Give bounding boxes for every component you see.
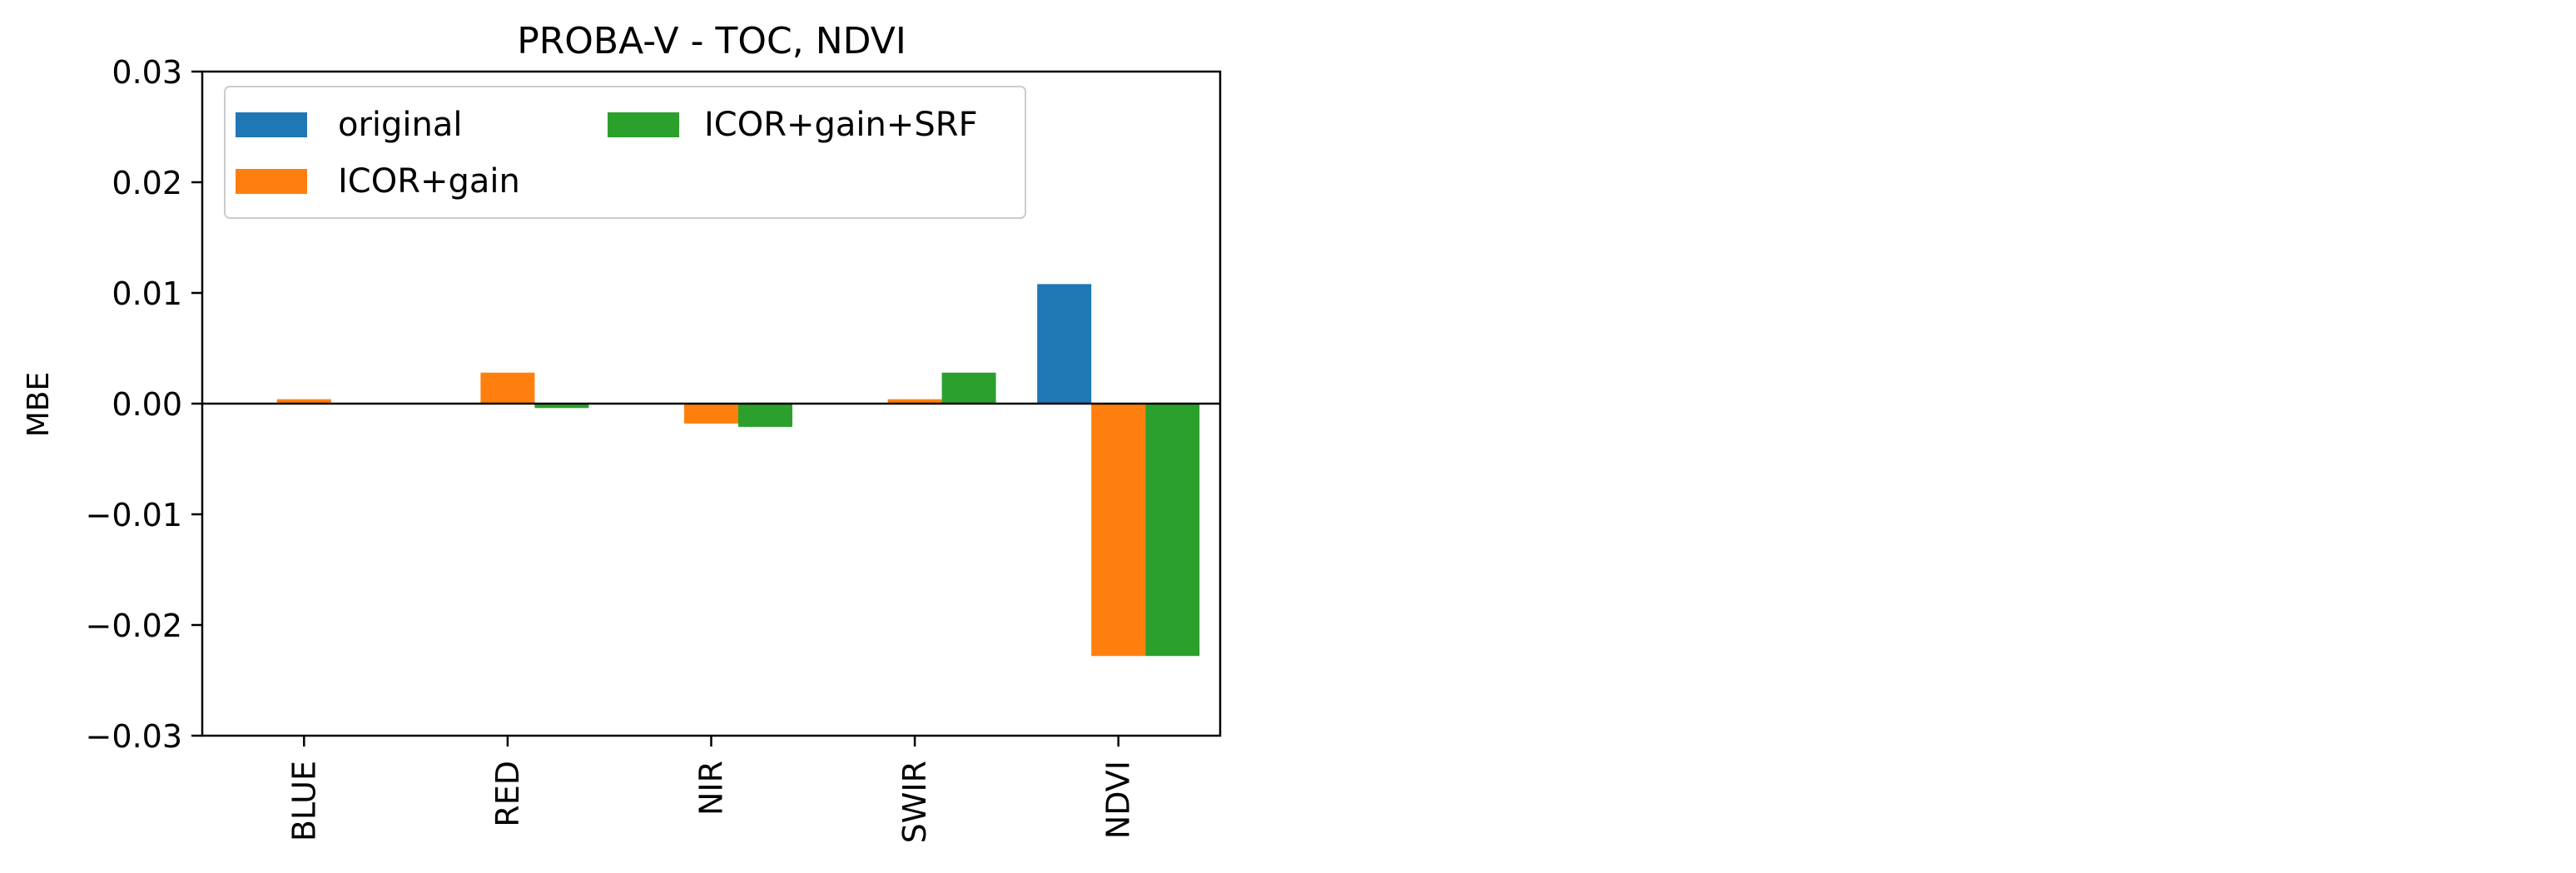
legend: original ICOR+gain ICOR+gain+SRF [224, 86, 1026, 219]
legend-swatch-original [236, 112, 307, 137]
x-tick-label: NIR [693, 761, 730, 816]
x-ticks: BLUE RED NIR SWIR NDVI [285, 736, 1137, 843]
y-tick-label: −0.03 [86, 718, 182, 755]
plot-frame [201, 70, 1222, 737]
x-tick-label: RED [489, 761, 526, 827]
legend-label-icor-gain: ICOR+gain [338, 162, 520, 201]
bar-icor-gain-swir [887, 399, 942, 404]
x-tick-label: NDVI [1100, 761, 1137, 839]
y-tick-label: −0.01 [86, 497, 182, 533]
bar-icor-gain-blue [276, 399, 331, 404]
y-tick-label: −0.02 [86, 608, 182, 644]
x-tick-label: SWIR [896, 761, 933, 843]
bar-icor-gain-srf-nir [738, 404, 792, 427]
chart-title: PROBA-V - TOC, NDVI [517, 20, 906, 62]
legend-swatch-icor-gain-srf [608, 112, 679, 137]
legend-label-icor-gain-srf: ICOR+gain+SRF [704, 106, 978, 144]
bar-icor-gain-srf-red [534, 404, 589, 409]
bar-icor-gain-nir [684, 404, 738, 424]
y-tick-label: 0.00 [112, 386, 182, 423]
y-tick-label: 0.01 [112, 275, 182, 312]
bars [276, 284, 1200, 657]
legend-box [224, 86, 1026, 219]
bar-icor-gain-srf-ndvi [1145, 404, 1200, 657]
bar-original-ndvi [1037, 284, 1092, 404]
y-axis-label: MBE [22, 372, 56, 438]
legend-swatch-icor-gain [236, 169, 307, 194]
bar-icor-gain-red [480, 372, 535, 404]
y-tick-label: 0.03 [112, 54, 182, 91]
x-tick-label: BLUE [285, 761, 322, 841]
y-tick-label: 0.02 [112, 165, 182, 201]
bar-icor-gain-srf-swir [941, 372, 996, 404]
y-ticks: 0.03 0.02 0.01 0.00 −0.01 −0.02 −0.03 [86, 54, 202, 755]
legend-label-original: original [338, 106, 463, 144]
bar-icor-gain-ndvi [1091, 404, 1146, 657]
